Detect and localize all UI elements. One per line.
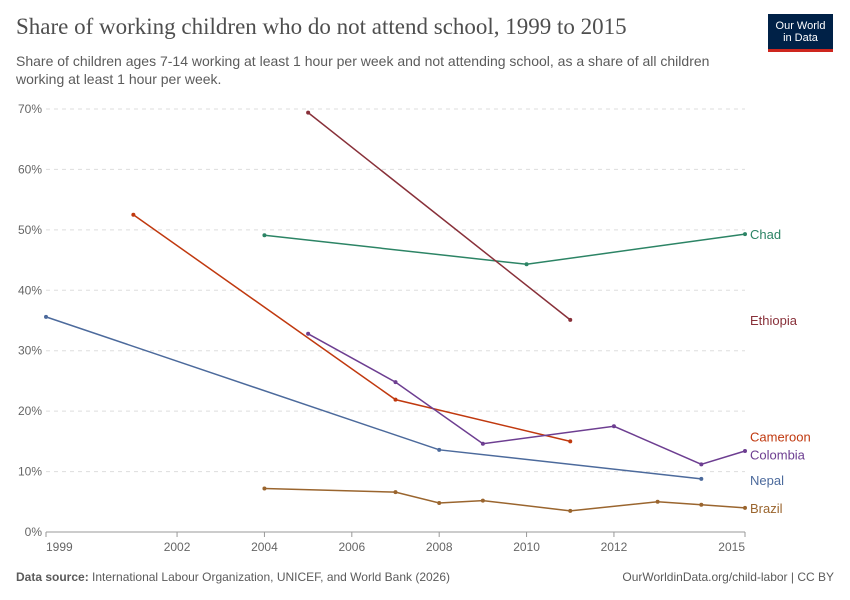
x-tick-label: 1999 [46, 540, 73, 554]
data-point-colombia [699, 462, 704, 467]
data-point-cameroon [568, 439, 573, 444]
x-tick-label: 2008 [426, 540, 453, 554]
data-point-cameroon [393, 397, 398, 402]
series-label-nepal: Nepal [750, 473, 784, 488]
data-point-chad [524, 262, 529, 267]
logo-line-2: in Data [783, 32, 818, 44]
y-tick-label: 70% [18, 102, 42, 116]
logo-line-1: Our World [775, 20, 826, 32]
series-line-brazil [264, 487, 746, 512]
data-point-chad [743, 232, 747, 237]
series-label-ethiopia: Ethiopia [750, 313, 798, 328]
footer-link[interactable]: OurWorldinData.org/child-labor | CC BY [622, 570, 834, 584]
chart-subtitle: Share of children ages 7-14 working at l… [16, 53, 710, 87]
series-label-brazil: Brazil [750, 501, 783, 516]
data-point-cameroon [131, 212, 136, 217]
data-point-brazil [655, 499, 660, 504]
data-point-colombia [743, 449, 747, 454]
data-point-brazil [262, 486, 267, 491]
data-point-nepal [437, 447, 442, 452]
y-tick-label: 30% [18, 344, 42, 358]
chart-title: Share of working children who do not att… [16, 14, 627, 39]
source-text: International Labour Organization, UNICE… [88, 570, 451, 584]
x-tick-label: 2006 [338, 540, 365, 554]
x-tick-label: 2012 [601, 540, 628, 554]
data-point-nepal [699, 476, 704, 481]
source-label: Data source: [16, 570, 89, 584]
data-point-brazil [743, 505, 747, 510]
data-point-colombia [393, 380, 398, 385]
series-label-cameroon: Cameroon [750, 430, 811, 445]
data-point-chad [262, 233, 267, 238]
y-tick-label: 40% [18, 283, 42, 297]
data-source: Data source: International Labour Organi… [16, 570, 450, 584]
owid-logo[interactable]: Our World in Data [768, 14, 833, 52]
data-point-colombia [480, 441, 485, 446]
data-point-nepal [44, 314, 48, 319]
y-tick-label: 20% [18, 404, 42, 418]
data-point-brazil [699, 502, 704, 507]
x-tick-label: 2002 [164, 540, 191, 554]
series-line-chad [264, 233, 746, 266]
data-point-ethiopia [568, 317, 573, 322]
series-line-nepal [45, 316, 702, 480]
series-line-colombia [307, 333, 746, 466]
x-tick-label: 2010 [513, 540, 540, 554]
data-point-colombia [306, 331, 311, 336]
x-tick-label: 2015 [718, 540, 745, 554]
data-point-brazil [568, 508, 573, 513]
y-tick-label: 10% [18, 465, 42, 479]
series-label-chad: Chad [750, 227, 781, 242]
x-tick-label: 2004 [251, 540, 278, 554]
data-point-brazil [480, 498, 485, 503]
y-tick-label: 0% [25, 525, 43, 539]
data-point-brazil [393, 490, 398, 495]
series-line-cameroon [132, 214, 571, 443]
data-point-ethiopia [306, 110, 311, 115]
y-tick-label: 60% [18, 162, 42, 176]
data-point-brazil [437, 500, 442, 505]
series-line-ethiopia [307, 112, 571, 321]
data-point-colombia [611, 424, 616, 429]
y-tick-label: 50% [18, 223, 42, 237]
series-label-colombia: Colombia [750, 448, 806, 463]
